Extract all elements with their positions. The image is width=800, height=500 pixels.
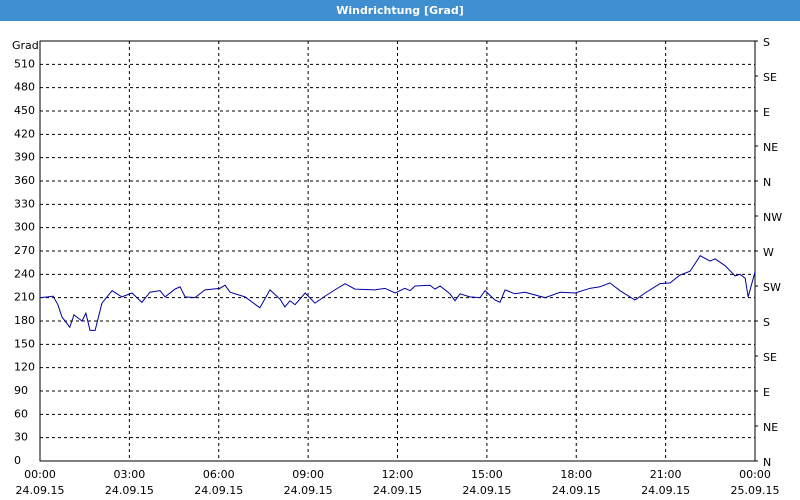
y-tick-label: 90 [14,384,28,397]
x-tick-label: 06:00 [203,468,235,481]
x-tick-label: 00:00 [739,468,771,481]
y-tick-label: 0 [14,454,21,467]
y2-tick-label: NE [763,141,778,154]
y2-tick-label: E [763,106,770,119]
data-line [39,255,756,331]
y-tick-label: 480 [14,81,35,94]
y-tick-label: 210 [14,291,35,304]
x-tick-label: 00:00 [24,468,56,481]
y-tick-label: 420 [14,127,35,140]
x-tick-date: 24.09.15 [552,484,601,497]
y-tick-label: 60 [14,407,28,420]
y-tick-label: 180 [14,314,35,327]
x-tick-label: 12:00 [382,468,414,481]
y2-tick-label: W [763,246,774,259]
x-tick-label: 09:00 [292,468,324,481]
x-tick-date: 24.09.15 [462,484,511,497]
y2-tick-label: E [763,386,770,399]
y2-tick-label: S [763,316,770,329]
x-tick-label: 15:00 [471,468,503,481]
y-tick-label: 300 [14,221,35,234]
y2-tick-label: N [763,456,771,469]
x-tick-date: 25.09.15 [731,484,780,497]
y-tick-label: 330 [14,197,35,210]
y2-tick-label: SW [763,281,781,294]
y-tick-label: 390 [14,151,35,164]
x-tick-label: 18:00 [560,468,592,481]
y-tick-label: 150 [14,337,35,350]
y-tick-label: 120 [14,361,35,374]
x-tick-label: 21:00 [650,468,682,481]
x-tick-date: 24.09.15 [373,484,422,497]
x-tick-date: 24.09.15 [105,484,154,497]
y2-tick-label: SE [763,351,777,364]
title-bar [0,0,800,21]
y-tick-label: 450 [14,104,35,117]
x-tick-date: 24.09.15 [194,484,243,497]
x-tick-date: 24.09.15 [284,484,333,497]
y2-tick-label: N [763,176,771,189]
y-tick-label: 240 [14,267,35,280]
y2-tick-label: NW [763,211,782,224]
y-tick-label: 30 [14,431,28,444]
x-tick-date: 24.09.15 [641,484,690,497]
x-tick-date: 24.09.15 [16,484,65,497]
y2-tick-label: NE [763,421,778,434]
y-tick-label: 270 [14,244,35,257]
chart-title: Windrichtung [Grad] [336,4,464,17]
y-tick-label: 510 [14,57,35,70]
y-tick-label: 360 [14,174,35,187]
x-tick-label: 03:00 [114,468,146,481]
plot-border [39,40,756,462]
y2-tick-label: SE [763,71,777,84]
y-axis-label: Grad [12,39,39,52]
y2-tick-label: S [763,36,770,49]
